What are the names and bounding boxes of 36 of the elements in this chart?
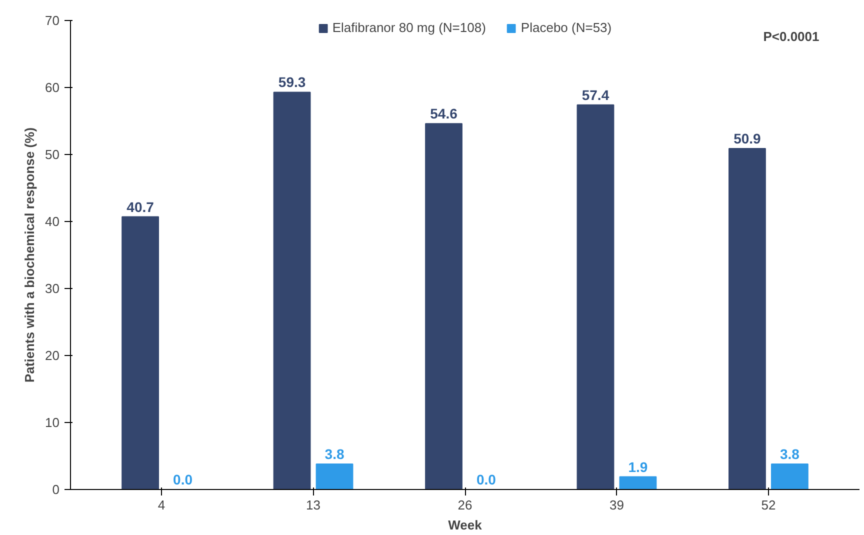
data-label: 57.4	[582, 86, 610, 103]
data-label: 59.3	[278, 74, 306, 90]
x-tick-label: 13	[306, 498, 321, 512]
data-label: 0.0	[476, 472, 496, 488]
x-tick-label: 52	[761, 498, 776, 512]
bar	[316, 464, 354, 490]
annotation: P<0.0001	[763, 28, 820, 44]
data-label: 3.8	[780, 446, 800, 462]
x-tick-label: 4	[158, 498, 166, 512]
data-label: 0.0	[173, 472, 193, 488]
bar	[728, 148, 766, 490]
y-tick-label: 70	[45, 13, 60, 28]
legend-label: Elafibranor 80 mg (N=108)	[332, 20, 486, 35]
y-tick-label: 60	[45, 80, 60, 95]
y-tick-label: 50	[45, 147, 60, 162]
x-tick-label: 26	[458, 498, 472, 512]
bar	[122, 216, 160, 490]
bar	[770, 464, 808, 490]
y-tick-label: 0	[52, 482, 60, 497]
x-axis-title: Week	[448, 518, 483, 532]
data-label: 3.8	[324, 446, 344, 462]
y-axis-title: Patients with a biochemical response (%)	[22, 127, 38, 383]
bar	[619, 476, 657, 490]
data-label: 1.9	[628, 458, 648, 475]
y-tick-label: 40	[45, 214, 60, 229]
y-tick-label: 20	[45, 348, 60, 363]
y-tick-label: 30	[45, 281, 60, 296]
data-label: 54.6	[430, 106, 458, 122]
bar	[576, 104, 614, 490]
data-label: 50.9	[734, 130, 762, 146]
data-label: 40.7	[126, 198, 154, 215]
bar	[273, 92, 311, 490]
legend-label: Placebo (N=53)	[520, 20, 612, 35]
bar	[425, 123, 462, 490]
x-tick-label: 39	[610, 498, 624, 512]
y-tick-label: 10	[45, 415, 60, 430]
